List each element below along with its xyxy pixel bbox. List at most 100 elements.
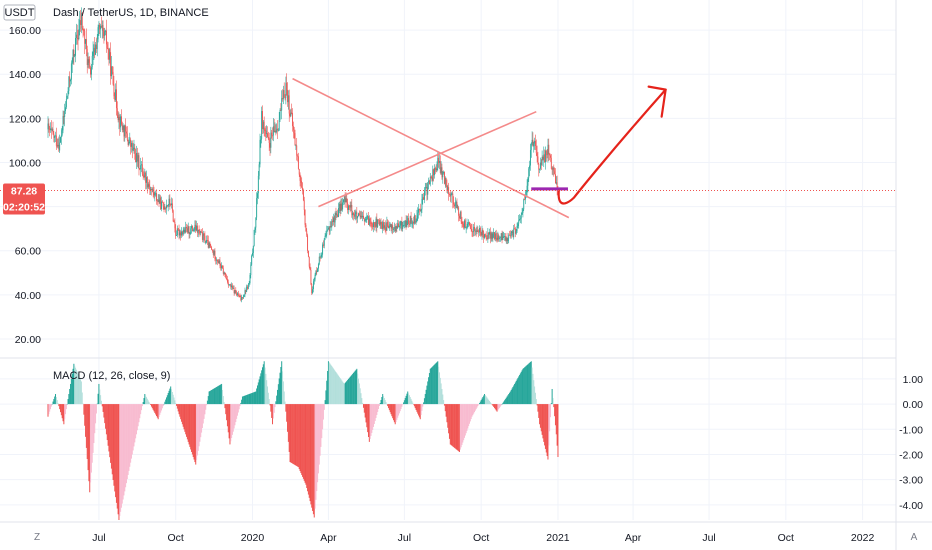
macd-bar (335, 372, 337, 405)
macd-bar (339, 377, 341, 405)
macd-bar (501, 404, 503, 405)
macd-bar (290, 404, 292, 463)
macd-axis[interactable]: 1.00 0.00 -1.00 -2.00 -3.00 -4.00 (899, 374, 923, 512)
candle (428, 179, 430, 185)
candle (331, 218, 333, 231)
candle (556, 175, 558, 196)
macd-bar (385, 402, 387, 405)
macd-bar (96, 403, 98, 405)
candle (101, 20, 103, 39)
candle (87, 52, 89, 68)
candle (118, 112, 120, 130)
macd-bar (166, 395, 168, 405)
time-axis[interactable]: Jul Oct 2020 Apr Jul Oct 2021 Apr Jul Oct 2022 (92, 532, 874, 544)
macd-bar (220, 384, 222, 405)
candle (370, 217, 372, 228)
candle (105, 29, 107, 36)
candle (181, 230, 183, 237)
candle (197, 229, 199, 238)
macd-bar (190, 404, 192, 450)
candle (110, 55, 112, 80)
candle (513, 224, 515, 240)
macd-bar (435, 362, 437, 405)
candle (391, 223, 393, 234)
macd-bar (443, 404, 445, 406)
macd-bar (80, 379, 82, 405)
price-axis[interactable]: 160.00140.00120.00100.0080.0060.0040.002… (9, 25, 41, 346)
zoom-reset-button[interactable]: Z (34, 532, 40, 543)
candle (303, 196, 305, 216)
candle (75, 32, 76, 63)
auto-scale-button[interactable]: A (911, 532, 918, 543)
candle (172, 209, 174, 222)
candle (133, 139, 135, 154)
macd-bar (499, 404, 501, 407)
macd-bar (368, 404, 370, 438)
candle (48, 118, 50, 133)
candle (78, 18, 80, 41)
candle (250, 262, 252, 279)
candle (76, 24, 78, 45)
candle (228, 284, 230, 286)
macd-bar (329, 363, 331, 405)
candle (551, 166, 553, 175)
candle (468, 219, 470, 227)
macd-bar (157, 404, 159, 420)
candle (373, 219, 374, 233)
macd-bar (340, 379, 342, 405)
macd-bar (110, 404, 112, 463)
candle (429, 173, 431, 187)
macd-bar (492, 404, 494, 406)
candle (149, 180, 151, 195)
candle (75, 23, 77, 45)
macd-bar (451, 404, 453, 446)
macd-bar (286, 404, 288, 422)
macd-bar (133, 404, 135, 447)
macd-bar (421, 404, 423, 411)
macd-bar (404, 398, 406, 405)
candle (371, 221, 373, 231)
candle (242, 294, 244, 299)
candle (493, 228, 495, 238)
macd-bar (78, 375, 80, 405)
candle (469, 222, 471, 230)
macd-bar (160, 404, 162, 413)
trendline[interactable] (292, 77, 570, 219)
candle (459, 210, 461, 220)
macd-bar (70, 383, 72, 405)
candle (73, 44, 75, 65)
candle (274, 122, 276, 134)
macd-bar (360, 393, 362, 405)
macd-bar (355, 369, 357, 405)
macd-bar (409, 397, 411, 405)
candle (360, 210, 362, 220)
macd-bar (223, 402, 225, 405)
macd-bar (183, 404, 185, 430)
macd-bar (212, 388, 214, 405)
candle (166, 204, 168, 208)
macd-bar (365, 404, 367, 423)
macd-bar (57, 403, 59, 405)
candle (208, 241, 210, 249)
macd-bar (542, 404, 544, 439)
candle (230, 283, 232, 290)
candle (252, 248, 253, 257)
macd-bar (389, 404, 391, 413)
macd-bar (458, 404, 460, 452)
candle (467, 222, 469, 229)
projection-arrow[interactable] (557, 88, 667, 205)
candle (127, 139, 129, 147)
currency-badge[interactable]: USDT (3, 4, 36, 21)
macd-bar (264, 367, 266, 405)
macd-bar (302, 404, 304, 479)
candle (70, 60, 72, 85)
macd-bar (463, 404, 465, 441)
candle (418, 208, 420, 216)
macd-bar (507, 395, 509, 405)
candle (220, 263, 222, 271)
candle (448, 182, 450, 201)
macd-bar (442, 394, 444, 405)
candle (355, 210, 357, 220)
macd-bar (297, 404, 299, 467)
